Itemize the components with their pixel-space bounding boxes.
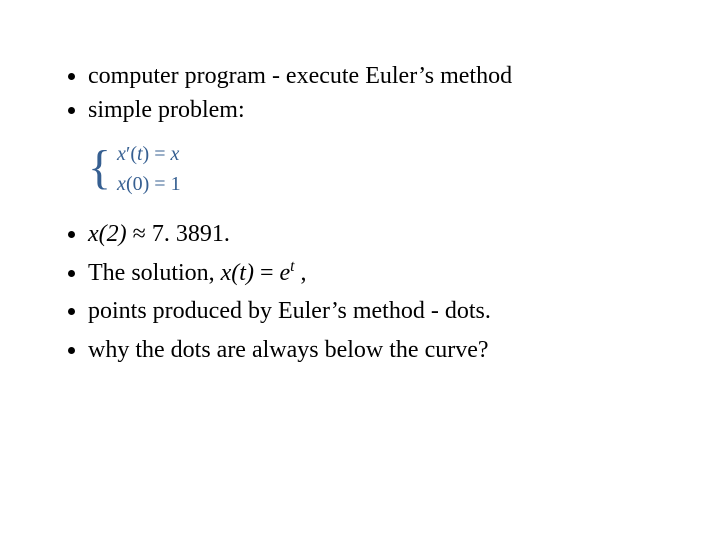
equation-line-2: x(0) = 1 — [117, 169, 181, 199]
solution-suffix: , — [295, 260, 307, 286]
slide: { "top_list": { "items": [ "computer pro… — [0, 0, 720, 540]
equals: = — [149, 173, 170, 195]
bullet-item: computer program - execute Euler’s metho… — [88, 60, 670, 94]
rhs-one: 1 — [171, 173, 181, 195]
equation-line-1: x′(t) = x — [117, 139, 181, 169]
brace-wrap: { x′(t) = x x(0) = 1 — [88, 139, 670, 199]
bottom-bullet-list: x(2) ≈ 7. 3891. The solution, x(t) = et … — [60, 217, 670, 368]
paren-open: ( — [126, 173, 133, 195]
rhs-x: x — [171, 143, 180, 165]
equals: = — [149, 143, 170, 165]
top-bullet-list: computer program - execute Euler’s metho… — [60, 60, 670, 129]
e-base: e — [280, 260, 291, 286]
arg-zero: 0 — [133, 173, 143, 195]
var-x: x — [117, 143, 126, 165]
bullet-item: The solution, x(t) = et , — [88, 256, 670, 291]
bullet-item: why the dots are always below the curve? — [88, 333, 670, 368]
bullet-item: simple problem: — [88, 94, 670, 128]
equals: = — [254, 260, 280, 286]
equation-system: { x′(t) = x x(0) = 1 — [88, 139, 670, 199]
x-of-t: x(t) — [221, 260, 254, 286]
solution-prefix: The solution, — [88, 260, 221, 286]
bullet-item: x(2) ≈ 7. 3891. — [88, 217, 670, 252]
var-x: x — [117, 173, 126, 195]
paren-open: ( — [130, 143, 137, 165]
equation-lines: x′(t) = x x(0) = 1 — [117, 139, 181, 199]
approx-value: ≈ 7. 3891. — [127, 221, 230, 247]
x-of-2: x(2) — [88, 221, 127, 247]
left-brace: { — [88, 144, 111, 192]
bullet-item: points produced by Euler’s method - dots… — [88, 294, 670, 329]
